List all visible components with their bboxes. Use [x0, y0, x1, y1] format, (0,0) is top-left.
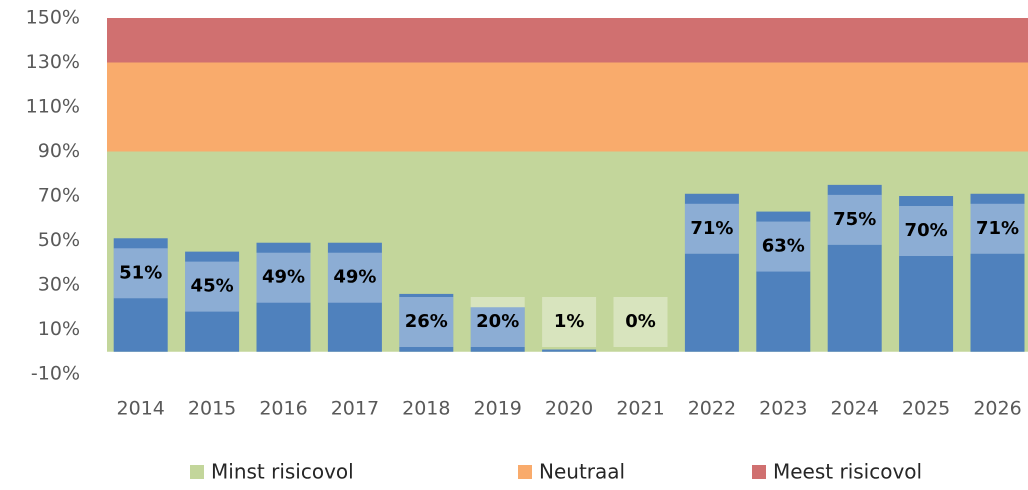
bar [256, 242, 311, 352]
label-box [970, 203, 1025, 254]
data-label: 63% [762, 236, 805, 257]
y-tick-label: 150% [26, 7, 80, 29]
data-label: 49% [262, 267, 305, 288]
legend-label: Meest risicovol [773, 460, 922, 484]
label-box [256, 252, 311, 303]
y-tick-label: 110% [26, 96, 80, 118]
y-tick-label: 30% [38, 274, 80, 296]
data-label: 71% [690, 218, 733, 239]
y-tick-label: 130% [26, 51, 80, 73]
data-label: 70% [905, 220, 948, 241]
legend-swatch [752, 465, 766, 479]
label-box [684, 203, 739, 254]
label-box [899, 206, 954, 256]
x-tick-label: 2018 [402, 398, 450, 420]
data-label: 71% [976, 218, 1019, 239]
bar [970, 193, 1025, 352]
label-box [470, 297, 525, 347]
bar [399, 293, 454, 352]
bar [185, 251, 240, 352]
data-label: 75% [833, 209, 876, 230]
bar [327, 242, 382, 352]
y-tick-label: 50% [38, 229, 80, 251]
x-tick-label: 2024 [831, 398, 879, 420]
bar [684, 193, 739, 352]
x-tick-label: 2019 [474, 398, 522, 420]
y-tick-label: 70% [38, 185, 80, 207]
data-label: 1% [554, 311, 585, 332]
legend-label: Minst risicovol [211, 460, 354, 484]
label-box [399, 297, 454, 347]
y-tick-label: 90% [38, 140, 80, 162]
label-box [327, 252, 382, 303]
bar [542, 349, 597, 352]
x-tick-label: 2025 [902, 398, 950, 420]
x-tick-label: 2023 [759, 398, 807, 420]
data-label: 20% [476, 311, 519, 332]
label-box [113, 248, 168, 299]
x-tick-label: 2016 [259, 398, 307, 420]
bar [756, 211, 811, 352]
label-box [542, 297, 597, 347]
bar [827, 184, 882, 352]
bar [113, 238, 168, 352]
bar [470, 307, 525, 352]
x-tick-label: 2014 [117, 398, 165, 420]
risk-band [107, 18, 1028, 63]
data-label: 51% [119, 262, 162, 283]
x-tick-label: 2017 [331, 398, 379, 420]
y-tick-label: 10% [38, 318, 80, 340]
bar [899, 196, 954, 352]
y-tick-label: -10% [31, 363, 80, 385]
data-label: 26% [405, 311, 448, 332]
label-box [185, 261, 240, 312]
label-box [756, 221, 811, 272]
label-box [827, 194, 882, 245]
label-box [613, 297, 668, 347]
data-label: 45% [191, 276, 234, 297]
data-label: 49% [333, 267, 376, 288]
legend-label: Neutraal [539, 460, 625, 484]
data-label: 0% [625, 311, 656, 332]
x-tick-label: 2022 [688, 398, 736, 420]
legend-swatch [518, 465, 532, 479]
x-tick-label: 2020 [545, 398, 593, 420]
x-tick-label: 2026 [973, 398, 1021, 420]
risk-band [107, 62, 1028, 152]
legend-swatch [190, 465, 204, 479]
x-tick-label: 2015 [188, 398, 236, 420]
x-tick-label: 2021 [616, 398, 664, 420]
